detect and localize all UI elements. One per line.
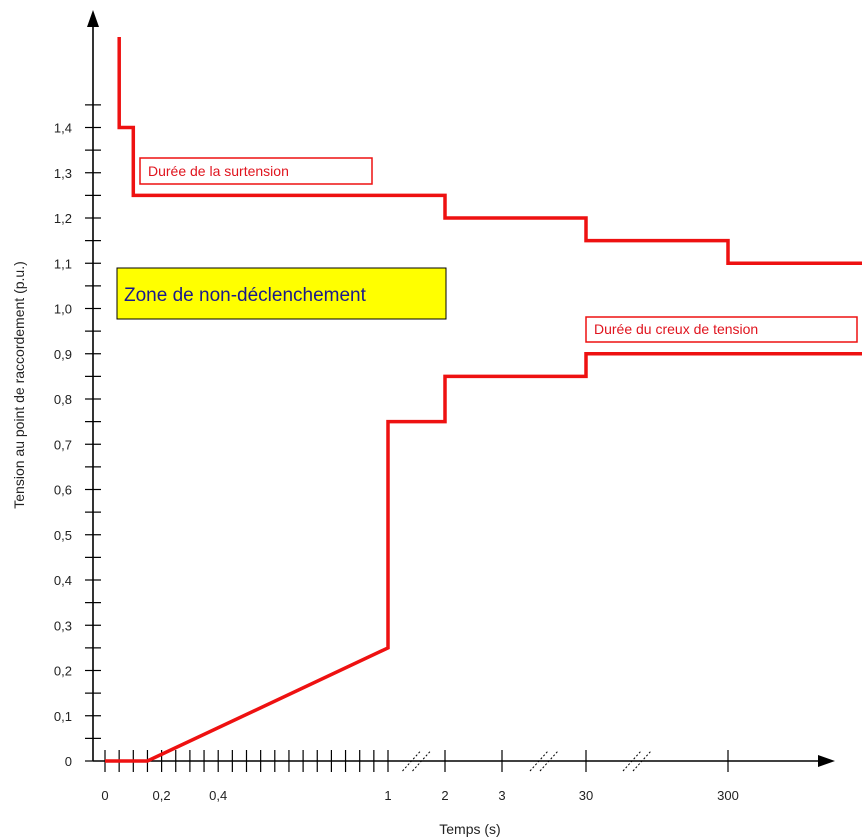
axis-break-mark	[402, 750, 421, 772]
y-tick-label: 0,3	[54, 618, 72, 633]
x-tick-label: 2	[441, 788, 448, 803]
x-axis-ticks: 0 0,2 0,4 1 2 3 30 300	[101, 750, 739, 803]
undervoltage-annotation: Durée du creux de tension	[585, 316, 858, 343]
y-tick-label: 1,3	[54, 166, 72, 181]
y-tick-label: 1,4	[54, 121, 72, 136]
y-tick-label: 0,7	[54, 437, 72, 452]
y-tick-label: 0	[65, 754, 72, 769]
x-axis-title: Temps (s)	[439, 821, 500, 837]
no-trip-zone-label: Zone de non-déclenchement	[116, 267, 447, 320]
no-trip-zone-box	[116, 267, 447, 320]
overvoltage-annotation: Durée de la surtension	[139, 157, 373, 185]
x-tick-label: 0,4	[209, 788, 227, 803]
undervoltage-annotation-text: Durée du creux de tension	[594, 321, 758, 337]
series-layer	[105, 37, 862, 763]
x-tick-label: 30	[579, 788, 593, 803]
y-tick-label: 0,1	[54, 709, 72, 724]
x-tick-label: 300	[717, 788, 739, 803]
y-tick-label: 0,5	[54, 528, 72, 543]
y-tick-label: 0,2	[54, 664, 72, 679]
y-tick-label: 0,9	[54, 347, 72, 362]
axis-break-mark	[412, 750, 431, 772]
overvoltage-annotation-box	[139, 157, 373, 185]
axis-break-mark	[622, 750, 642, 772]
x-tick-label: 0	[101, 788, 108, 803]
x-tick-label: 1	[384, 788, 391, 803]
x-axis-arrow	[818, 755, 835, 767]
y-tick-label: 0,8	[54, 392, 72, 407]
y-tick-label: 0,6	[54, 483, 72, 498]
axis-break-mark	[529, 750, 549, 772]
overvoltage-annotation-text: Durée de la surtension	[148, 163, 289, 179]
y-tick-label: 1,2	[54, 211, 72, 226]
y-tick-label: 1,0	[54, 302, 72, 317]
undervoltage-annotation-box	[585, 316, 858, 343]
axis-break-mark	[632, 750, 652, 772]
axis-break-mark	[539, 750, 559, 772]
y-tick-label: 1,1	[54, 256, 72, 271]
y-axis-arrow	[87, 10, 99, 27]
y-axis-title: Tension au point de raccordement (p.u.)	[11, 261, 27, 508]
undervoltage-limit-line	[105, 352, 862, 763]
overvoltage-limit-line	[117, 37, 862, 265]
y-axis-ticks: 0 0,1 0,2 0,3 0,4 0,5 0,6 0,7 0,8 0,9 1,0 1,1 1,2 1,3…	[54, 104, 101, 769]
x-tick-label: 0,2	[153, 788, 171, 803]
no-trip-zone-text: Zone de non-déclenchement	[124, 285, 367, 306]
y-tick-label: 0,4	[54, 573, 72, 588]
x-axis-breaks	[402, 750, 652, 772]
x-tick-label: 3	[498, 788, 505, 803]
